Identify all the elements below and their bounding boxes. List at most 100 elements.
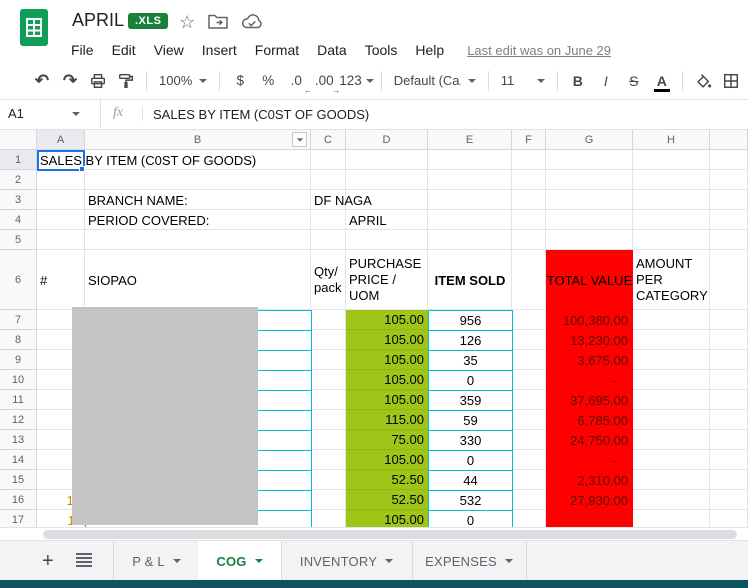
cell-C2[interactable] bbox=[311, 170, 346, 190]
cell-E2[interactable] bbox=[428, 170, 512, 190]
cell-C6[interactable]: Qty/ pack bbox=[314, 264, 342, 295]
undo-button[interactable]: ↶ bbox=[34, 70, 50, 90]
menu-data[interactable]: Data bbox=[317, 42, 347, 58]
cell-H5[interactable] bbox=[633, 230, 710, 250]
font-size-select[interactable]: 11 bbox=[495, 73, 551, 88]
cell-D12[interactable]: 115.00 bbox=[346, 410, 428, 430]
row-header-6[interactable]: 6 bbox=[0, 250, 37, 310]
cloud-status-icon[interactable] bbox=[241, 13, 263, 34]
redo-button[interactable]: ↷ bbox=[62, 70, 78, 90]
row-header-14[interactable]: 14 bbox=[0, 450, 37, 470]
cell-I12[interactable] bbox=[710, 410, 748, 430]
cell-H2[interactable] bbox=[633, 170, 710, 190]
zoom-select[interactable]: 100% bbox=[153, 73, 213, 88]
cell-I10[interactable] bbox=[710, 370, 748, 390]
cell-C7[interactable] bbox=[311, 310, 346, 330]
cell-E12[interactable]: 59 bbox=[428, 410, 513, 431]
menu-help[interactable]: Help bbox=[415, 42, 445, 58]
cell-E17[interactable]: 0 bbox=[428, 510, 513, 527]
row-header-4[interactable]: 4 bbox=[0, 210, 37, 230]
cell-I6[interactable] bbox=[710, 250, 748, 310]
row-header-17[interactable]: 17 bbox=[0, 510, 37, 527]
cell-I16[interactable] bbox=[710, 490, 748, 510]
cell-F8[interactable] bbox=[512, 330, 546, 350]
cell-H1[interactable] bbox=[633, 150, 710, 170]
sheet-tab-p-l[interactable]: P & L bbox=[113, 541, 200, 581]
cell-D2[interactable] bbox=[346, 170, 428, 190]
row-header-13[interactable]: 13 bbox=[0, 430, 37, 450]
cell-C4[interactable] bbox=[311, 210, 346, 230]
cell-G12[interactable]: 6,785.00 bbox=[546, 410, 633, 430]
cell-D15[interactable]: 52.50 bbox=[346, 470, 428, 490]
cell-H3[interactable] bbox=[633, 190, 710, 210]
cell-D8[interactable]: 105.00 bbox=[346, 330, 428, 350]
row-header-16[interactable]: 16 bbox=[0, 490, 37, 510]
cell-G2[interactable] bbox=[546, 170, 633, 190]
cell-G17[interactable] bbox=[546, 510, 633, 527]
cell-G6[interactable]: TOTAL VALUE bbox=[546, 250, 633, 310]
filter-button-column-b[interactable] bbox=[292, 132, 307, 147]
cell-G13[interactable]: 24,750.00 bbox=[546, 430, 633, 450]
increase-decimal-button[interactable]: .00 → bbox=[314, 73, 341, 95]
cell-I7[interactable] bbox=[710, 310, 748, 330]
cell-D9[interactable]: 105.00 bbox=[346, 350, 428, 370]
cell-G10[interactable]: - bbox=[546, 370, 633, 390]
column-header-E[interactable]: E bbox=[428, 130, 512, 150]
cell-F9[interactable] bbox=[512, 350, 546, 370]
cell-C9[interactable] bbox=[311, 350, 346, 370]
menu-insert[interactable]: Insert bbox=[201, 42, 237, 58]
cell-I14[interactable] bbox=[710, 450, 748, 470]
cell-F10[interactable] bbox=[512, 370, 546, 390]
cell-G7[interactable]: 100,380.00 bbox=[546, 310, 633, 330]
font-select[interactable]: Default (Ca... bbox=[388, 73, 482, 88]
paint-format-button[interactable] bbox=[113, 68, 139, 94]
cell-C10[interactable] bbox=[311, 370, 346, 390]
cell-E4[interactable] bbox=[428, 210, 512, 230]
row-header-8[interactable]: 8 bbox=[0, 330, 37, 350]
cell-G8[interactable]: 13,230.00 bbox=[546, 330, 633, 350]
cell-F3[interactable] bbox=[512, 190, 546, 210]
cell-E14[interactable]: 0 bbox=[428, 450, 513, 471]
cell-C8[interactable] bbox=[311, 330, 346, 350]
format-currency-button[interactable]: $ bbox=[236, 73, 244, 88]
cell-D14[interactable]: 105.00 bbox=[346, 450, 428, 470]
cell-I4[interactable] bbox=[710, 210, 748, 230]
cell-A3[interactable] bbox=[37, 190, 85, 210]
row-header-5[interactable]: 5 bbox=[0, 230, 37, 250]
cell-C17[interactable] bbox=[311, 510, 346, 527]
cell-D5[interactable] bbox=[346, 230, 428, 250]
formula-input[interactable]: SALES BY ITEM (C0ST OF GOODS) bbox=[153, 107, 370, 122]
cell-B2[interactable] bbox=[85, 170, 311, 190]
cell-F7[interactable] bbox=[512, 310, 546, 330]
cell-E8[interactable]: 126 bbox=[428, 330, 513, 351]
cell-E9[interactable]: 35 bbox=[428, 350, 513, 371]
cell-D6[interactable]: PURCHASE PRICE / UOM bbox=[349, 256, 422, 303]
row-header-1[interactable]: 1 bbox=[0, 150, 37, 170]
cell-E6[interactable]: ITEM SOLD bbox=[434, 272, 506, 288]
cell-C14[interactable] bbox=[311, 450, 346, 470]
menu-view[interactable]: View bbox=[153, 42, 184, 58]
cell-I9[interactable] bbox=[710, 350, 748, 370]
row-header-15[interactable]: 15 bbox=[0, 470, 37, 490]
cell-D6[interactable] bbox=[346, 250, 428, 310]
cell-H10[interactable] bbox=[633, 370, 710, 390]
fill-handle[interactable] bbox=[79, 166, 85, 172]
cell-I15[interactable] bbox=[710, 470, 748, 490]
borders-button[interactable] bbox=[718, 68, 744, 94]
cell-C3[interactable] bbox=[311, 190, 346, 210]
document-title[interactable]: APRIL bbox=[72, 10, 125, 30]
cell-G4[interactable] bbox=[546, 210, 633, 230]
cell-F6[interactable] bbox=[512, 250, 546, 310]
cell-F16[interactable] bbox=[512, 490, 546, 510]
cell-H12[interactable] bbox=[633, 410, 710, 430]
cell-G5[interactable] bbox=[546, 230, 633, 250]
strikethrough-button[interactable]: S bbox=[629, 72, 639, 89]
column-header-H[interactable]: H bbox=[633, 130, 710, 150]
all-sheets-icon[interactable] bbox=[76, 553, 92, 569]
add-sheet-button[interactable]: + bbox=[42, 550, 54, 572]
print-button[interactable] bbox=[85, 68, 111, 94]
cell-H4[interactable] bbox=[633, 210, 710, 230]
cell-C5[interactable] bbox=[311, 230, 346, 250]
cell-D13[interactable]: 75.00 bbox=[346, 430, 428, 450]
name-box[interactable]: A1 bbox=[0, 100, 101, 128]
